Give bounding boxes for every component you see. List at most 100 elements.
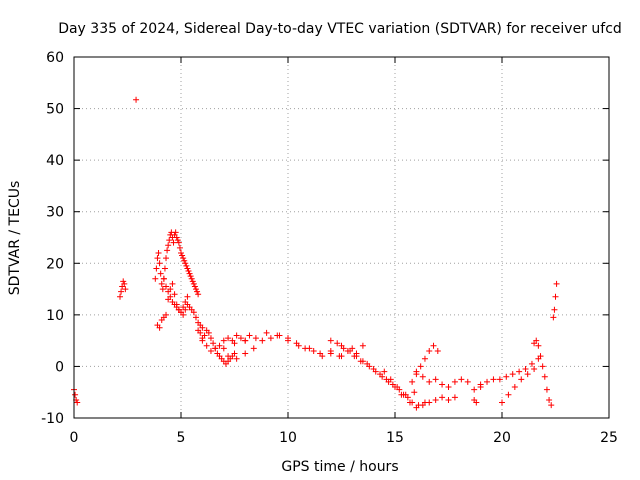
data-point <box>263 329 270 336</box>
data-point <box>496 376 503 383</box>
data-point <box>178 249 184 256</box>
data-point <box>207 335 214 342</box>
data-point <box>377 371 384 378</box>
data-point <box>195 291 202 298</box>
data-point <box>180 255 187 262</box>
data-point <box>212 345 219 352</box>
data-point <box>432 376 439 383</box>
data-point <box>552 293 559 300</box>
data-point <box>220 337 227 344</box>
data-point <box>118 288 125 295</box>
data-point <box>511 384 518 391</box>
data-point <box>210 340 217 347</box>
data-point <box>163 283 170 290</box>
data-point <box>160 275 167 282</box>
data-point <box>156 324 163 331</box>
data-point <box>357 358 364 365</box>
data-point <box>199 324 206 331</box>
data-point <box>158 280 165 287</box>
data-point <box>426 378 433 385</box>
x-tick-label: 15 <box>386 430 404 446</box>
data-point <box>154 255 161 262</box>
plot-frame <box>73 56 610 419</box>
data-point <box>445 384 452 391</box>
data-point <box>451 394 458 401</box>
data-point <box>411 389 418 396</box>
data-point <box>276 332 283 339</box>
data-point <box>543 386 550 393</box>
data-point <box>231 340 238 347</box>
data-point <box>535 342 542 349</box>
data-point <box>524 371 531 378</box>
y-tick-label: 0 <box>55 359 64 375</box>
data-point <box>338 342 345 349</box>
data-point <box>531 366 538 373</box>
data-point <box>413 368 420 375</box>
data-point <box>516 368 523 375</box>
data-point <box>163 255 170 262</box>
data-point <box>72 391 79 398</box>
data-point <box>430 342 437 349</box>
data-point <box>192 286 199 293</box>
x-axis-label: GPS time / hours <box>281 459 398 475</box>
data-point <box>246 332 253 339</box>
data-point <box>252 335 259 342</box>
data-point <box>197 329 204 336</box>
data-point <box>522 366 529 373</box>
data-point <box>267 335 274 342</box>
data-point <box>451 378 458 385</box>
x-tick-label: 0 <box>70 430 79 446</box>
data-point <box>207 347 214 354</box>
data-point <box>152 275 159 282</box>
data-point <box>133 96 140 103</box>
y-tick-label: 10 <box>46 308 64 324</box>
data-point <box>421 355 428 362</box>
data-point <box>537 353 544 360</box>
data-point <box>171 291 178 298</box>
data-point <box>180 311 187 318</box>
data-point <box>225 353 232 360</box>
data-point <box>499 399 505 406</box>
data-point <box>400 391 407 398</box>
data-point <box>155 249 162 256</box>
data-point <box>169 280 176 287</box>
x-tick-label: 25 <box>600 430 618 446</box>
data-point <box>179 252 186 259</box>
data-point <box>551 306 558 313</box>
data-point <box>553 280 560 287</box>
data-point <box>170 239 177 246</box>
data-point <box>161 265 168 272</box>
y-axis-label: SDTVAR / TECUs <box>7 181 23 296</box>
data-point <box>477 381 484 388</box>
data-point <box>419 402 426 409</box>
data-point <box>242 337 249 344</box>
data-point <box>117 293 124 300</box>
data-point <box>187 273 194 280</box>
data-point <box>185 268 192 275</box>
data-point <box>167 293 174 300</box>
data-point <box>237 335 244 342</box>
y-tick-label: 40 <box>46 153 64 169</box>
data-point <box>409 378 416 385</box>
data-point <box>406 399 413 406</box>
data-point <box>184 293 191 300</box>
data-point <box>417 363 424 370</box>
data-point <box>359 342 366 349</box>
data-point <box>174 237 181 244</box>
data-point <box>173 234 180 241</box>
data-point <box>225 335 232 342</box>
data-point <box>458 376 465 383</box>
data-point <box>327 350 334 357</box>
y-tick-label: 30 <box>46 205 64 221</box>
data-point <box>182 306 189 313</box>
data-point <box>419 373 426 380</box>
data-point <box>370 366 377 373</box>
data-point <box>190 309 197 316</box>
data-point <box>220 345 227 352</box>
data-point <box>548 402 555 409</box>
data-point <box>183 262 190 269</box>
data-point <box>250 345 257 352</box>
data-point <box>334 340 341 347</box>
data-point <box>387 376 394 383</box>
